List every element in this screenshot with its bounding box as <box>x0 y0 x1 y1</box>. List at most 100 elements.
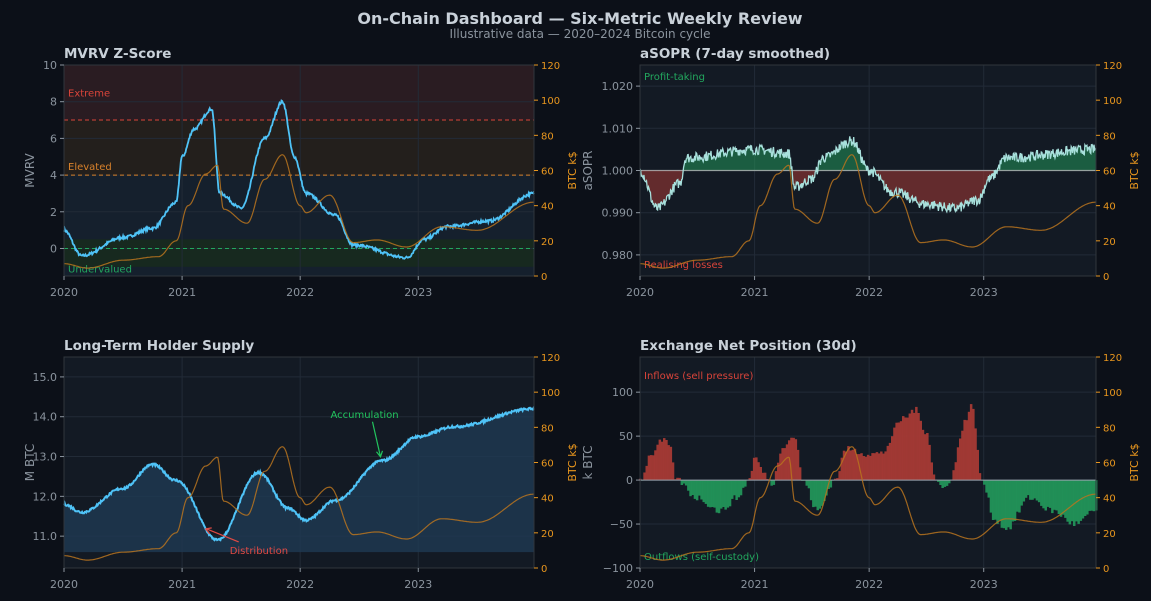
secondary-tick-label: 80 <box>1103 423 1116 434</box>
net-flow-bar <box>996 480 999 524</box>
annotation-distribution: Distribution <box>230 546 288 557</box>
x-tick-label: 2022 <box>855 578 883 591</box>
net-flow-bar <box>912 412 916 481</box>
net-flow-bar <box>932 474 936 481</box>
y-tick-label: 13.0 <box>33 451 58 464</box>
net-flow-bar <box>660 441 664 481</box>
zone-label-elevated: Elevated <box>68 162 112 173</box>
y-tick-label: 2 <box>50 206 57 219</box>
net-flow-bar <box>777 462 780 481</box>
net-flow-bar <box>724 480 727 510</box>
net-flow-bar <box>1031 480 1034 500</box>
net-flow-bar <box>836 478 839 480</box>
net-flow-bar <box>917 413 920 481</box>
net-flow-bar <box>954 462 958 481</box>
secondary-tick-label: 100 <box>541 96 560 107</box>
net-flow-bar <box>693 480 697 499</box>
net-flow-bar <box>923 434 927 480</box>
x-tick-label: 2021 <box>168 286 196 299</box>
zone-label-undervalued: Undervalued <box>68 265 132 276</box>
panel-title: Exchange Net Position (30d) <box>640 338 857 354</box>
net-flow-bar <box>652 455 655 481</box>
net-flow-bar <box>1009 480 1012 530</box>
net-flow-bar <box>766 479 769 481</box>
net-flow-bar <box>956 447 960 481</box>
net-flow-bar <box>785 444 789 480</box>
secondary-tick-label: 40 <box>541 202 554 213</box>
net-flow-bar <box>893 427 896 481</box>
net-flow-bar <box>842 450 846 480</box>
net-flow-bar <box>798 467 802 481</box>
distribution-arrowhead <box>204 527 212 535</box>
x-tick-label: 2023 <box>404 286 432 299</box>
y-tick-label: −100 <box>603 562 633 575</box>
secondary-tick-label: 120 <box>1103 61 1122 72</box>
net-flow-bar <box>722 480 725 507</box>
net-flow-bar <box>739 480 743 496</box>
net-flow-bar <box>744 480 747 487</box>
net-flow-bar <box>825 480 828 496</box>
net-flow-bar <box>726 480 730 508</box>
btc-price-line <box>640 446 1097 561</box>
net-flow-bar <box>926 433 929 481</box>
net-flow-bar <box>930 462 933 480</box>
y-tick-label: −50 <box>610 518 633 531</box>
net-flow-bar <box>945 480 949 486</box>
secondary-tick-label: 20 <box>541 237 554 248</box>
secondary-tick-label: 80 <box>541 131 554 142</box>
secondary-tick-label: 20 <box>1103 237 1116 248</box>
annotation-outflows: Outflows (self-custody) <box>644 552 759 563</box>
net-flow-bar <box>684 480 688 486</box>
y-tick-label: 8 <box>50 96 57 109</box>
annotation-inflows: Inflows (sell pressure) <box>644 371 753 382</box>
secondary-tick-label: 40 <box>541 494 554 505</box>
net-flow-bar <box>1083 480 1087 516</box>
y-tick-label: 0 <box>50 242 57 255</box>
net-flow-bar <box>877 453 881 481</box>
net-flow-bar <box>814 480 817 507</box>
net-flow-bar <box>1077 480 1080 524</box>
accumulation-arrow <box>371 421 382 457</box>
net-flow-bar <box>715 480 719 513</box>
net-flow-bar <box>873 453 876 481</box>
net-flow-bar <box>816 480 819 511</box>
net-flow-bar <box>680 480 684 485</box>
x-tick-label: 2021 <box>741 286 769 299</box>
zone-elevated <box>64 120 534 176</box>
net-flow-bar <box>704 480 708 504</box>
net-flow-bar <box>1016 480 1019 512</box>
net-flow-bar <box>779 453 782 481</box>
net-flow-bar <box>1053 480 1056 510</box>
net-flow-bar <box>645 465 648 481</box>
net-flow-bar <box>656 444 659 480</box>
secondary-tick-label: 120 <box>541 353 560 364</box>
net-flow-bar <box>941 480 944 488</box>
net-flow-bar <box>678 477 681 481</box>
net-flow-bar <box>1051 480 1054 514</box>
net-flow-bar <box>741 480 745 488</box>
net-flow-bar <box>952 470 955 481</box>
net-flow-bar <box>691 480 694 495</box>
net-flow-bar <box>774 471 778 481</box>
net-flow-bar <box>809 480 813 501</box>
y-tick-label: 15.0 <box>33 371 58 384</box>
secondary-tick-label: 120 <box>1103 353 1122 364</box>
x-tick-label: 2022 <box>286 578 314 591</box>
y-tick-label: 4 <box>50 169 57 182</box>
net-flow-bar <box>1042 480 1045 509</box>
net-flow-bar <box>687 480 690 491</box>
secondary-tick-label: 100 <box>1103 96 1122 107</box>
net-flow-bar <box>829 480 833 488</box>
net-flow-bar <box>888 442 892 481</box>
secondary-tick-label: 100 <box>1103 388 1122 399</box>
btc-price-line <box>64 154 534 269</box>
zone-extreme <box>64 65 534 121</box>
net-flow-bar <box>880 451 883 481</box>
secondary-axis-label: BTC k$ <box>566 151 579 189</box>
net-flow-bar <box>643 472 646 480</box>
mvrv-line <box>63 99 535 260</box>
secondary-tick-label: 60 <box>1103 459 1116 470</box>
x-tick-label: 2020 <box>50 286 78 299</box>
net-flow-bar <box>860 453 863 481</box>
